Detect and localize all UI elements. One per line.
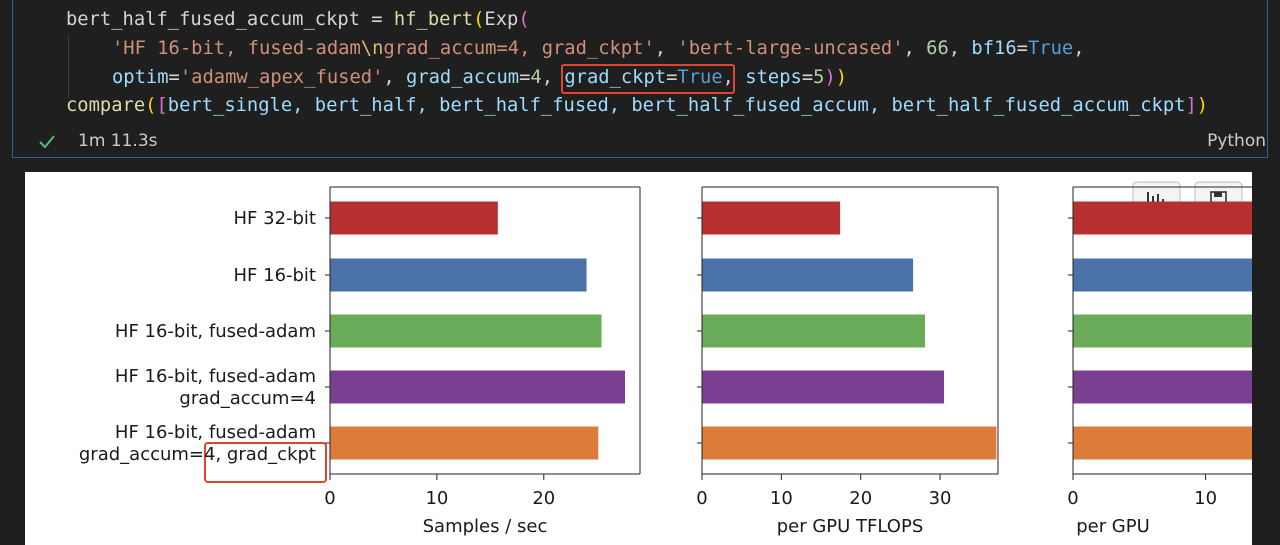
bar bbox=[1073, 201, 1252, 235]
code-token: grad_ckpt bbox=[564, 67, 667, 88]
code-token: = bbox=[519, 67, 531, 88]
code-token: bf16 bbox=[971, 38, 1017, 59]
code-line: bert_half_fused_accum_ckpt = hf_bert(Exp… bbox=[66, 6, 530, 34]
x-axis-label: per GPU TFLOPS bbox=[777, 516, 924, 537]
x-tick-label: 10 bbox=[425, 488, 448, 509]
x-tick-label: 0 bbox=[696, 488, 707, 509]
code-token: 'HF 16-bit, fused-adam bbox=[112, 38, 361, 59]
code-token: bert_single, bert_half, bert_half_fused,… bbox=[167, 95, 1186, 116]
bar bbox=[1073, 370, 1252, 404]
x-axis-label: Samples / sec bbox=[423, 516, 548, 537]
code-token: ( bbox=[518, 9, 530, 30]
bar bbox=[330, 314, 602, 348]
x-tick-label: 30 bbox=[929, 488, 952, 509]
code-token: True bbox=[677, 67, 723, 88]
code-token: , bbox=[1073, 38, 1085, 59]
bar bbox=[1073, 258, 1252, 292]
code-token: hf_bert bbox=[393, 9, 474, 30]
bar bbox=[702, 258, 914, 292]
success-check bbox=[39, 135, 55, 149]
x-axis-label: per GPU bbox=[1076, 516, 1150, 537]
y-tick-label: HF 16-bit, fused-adam bbox=[115, 321, 316, 342]
bar bbox=[702, 201, 841, 235]
bar bbox=[1073, 426, 1252, 460]
code-token: [ bbox=[156, 95, 168, 116]
bar bbox=[330, 201, 498, 235]
indent-guide bbox=[68, 36, 69, 98]
code-token: grad_accum=4, grad_ckpt' bbox=[383, 38, 655, 59]
code-token: 5 bbox=[813, 67, 825, 88]
code-token: bert_half_fused_accum_ckpt = bbox=[66, 9, 394, 30]
code-line: optim='adamw_apex_fused', grad_accum=4, … bbox=[112, 64, 847, 92]
code-token: \n bbox=[360, 38, 384, 59]
plot-area bbox=[1073, 201, 1252, 460]
code-token: ) bbox=[824, 67, 836, 88]
x-tick-label: 10 bbox=[770, 488, 793, 509]
code-token: steps bbox=[745, 67, 802, 88]
plot-area bbox=[702, 201, 997, 460]
code-line: compare([bert_single, bert_half, bert_ha… bbox=[66, 92, 1208, 120]
code-token: ) bbox=[1196, 95, 1209, 116]
x-tick-label: 20 bbox=[849, 488, 872, 509]
code-token: ] bbox=[1185, 95, 1197, 116]
code-token: grad_accum bbox=[406, 67, 520, 88]
code-line: 'HF 16-bit, fused-adam\ngrad_accum=4, gr… bbox=[112, 35, 1085, 63]
code-token: compare bbox=[66, 95, 146, 116]
bar bbox=[330, 370, 626, 404]
code-token: , bbox=[948, 38, 972, 59]
code-token: Exp bbox=[484, 9, 519, 30]
execution-time: 1m 11.3s bbox=[78, 131, 158, 151]
code-token: = bbox=[168, 67, 180, 88]
language-label[interactable]: Python bbox=[1207, 131, 1266, 151]
highlight-box bbox=[204, 442, 327, 483]
y-tick-label: HF 32-bit bbox=[234, 208, 317, 229]
code-cell[interactable] bbox=[12, 0, 1268, 158]
x-tick-label: 0 bbox=[1067, 488, 1078, 509]
bar bbox=[1073, 314, 1252, 348]
x-tick-label: 0 bbox=[324, 488, 335, 509]
y-tick-label: HF 16-bit, fused-adam grad_accum=4 bbox=[115, 366, 316, 409]
y-tick-label: HF 16-bit, fused-adam grad_accum=4, grad_… bbox=[79, 422, 316, 465]
bar bbox=[702, 314, 925, 348]
highlight-box bbox=[561, 64, 735, 94]
x-tick-label: 20 bbox=[532, 488, 555, 509]
code-token: optim bbox=[112, 67, 169, 88]
bar bbox=[702, 426, 997, 460]
code-token: 4 bbox=[530, 67, 542, 88]
code-token: ) bbox=[835, 67, 848, 88]
code-token: = bbox=[801, 67, 814, 88]
bar bbox=[702, 370, 945, 404]
code-token: 'adamw_apex_fused' bbox=[179, 67, 384, 88]
code-token: 'bert-large-uncased' bbox=[677, 38, 904, 59]
code-token: , bbox=[654, 38, 678, 59]
code-token: , bbox=[383, 67, 407, 88]
bar bbox=[330, 426, 599, 460]
bar bbox=[330, 258, 587, 292]
code-token: ( bbox=[145, 95, 157, 116]
code-token: ( bbox=[473, 9, 485, 30]
code-token: 66 bbox=[926, 38, 949, 59]
x-tick-label: 10 bbox=[1194, 488, 1217, 509]
code-token: = bbox=[666, 67, 678, 88]
code-token: , bbox=[903, 38, 927, 59]
code-token: , bbox=[541, 67, 565, 88]
chart-output: HF 32-bit HF 16-bit HF 16-bit, fused-adam H… bbox=[25, 172, 1252, 545]
plot-area bbox=[330, 201, 626, 460]
code-token: True bbox=[1027, 38, 1074, 59]
code-token: = bbox=[1016, 38, 1028, 59]
y-tick-label: HF 16-bit bbox=[234, 265, 317, 286]
code-token: , bbox=[722, 67, 746, 88]
